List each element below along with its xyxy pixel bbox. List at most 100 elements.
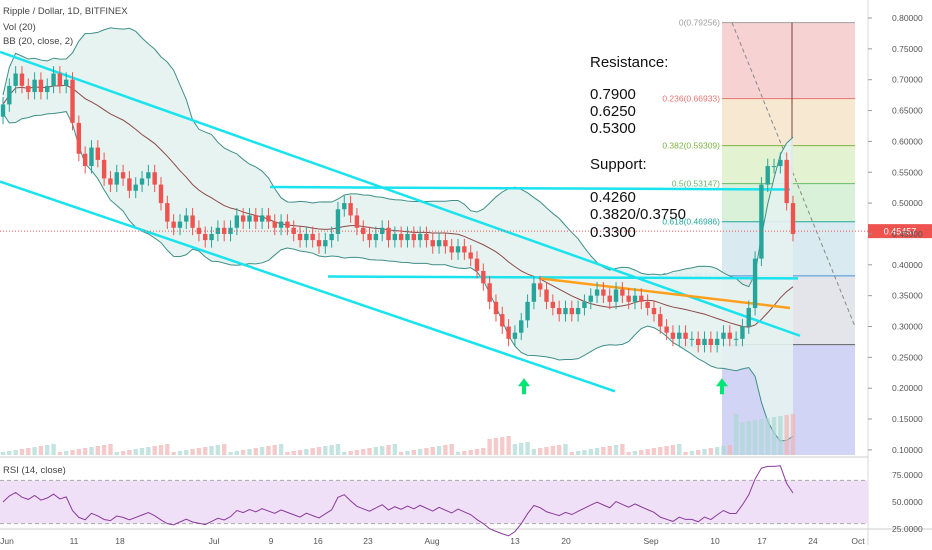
volume-bar — [209, 446, 214, 455]
candle-body — [538, 283, 543, 290]
candle-body — [487, 283, 492, 302]
volume-bar — [771, 417, 777, 455]
volume-bar — [563, 444, 568, 455]
y-tick-label: 0.30000 — [892, 322, 923, 332]
volume-bar — [380, 446, 385, 455]
candle-body — [740, 326, 745, 339]
candle-body — [436, 240, 442, 247]
volume-bar — [746, 421, 751, 455]
candle-body — [101, 159, 107, 179]
fib-level-label: 0.382(0.59309) — [662, 141, 720, 151]
resistance-title: Resistance: — [590, 54, 669, 71]
volume-bar — [417, 449, 423, 455]
candle-body — [689, 338, 695, 340]
volume-bar — [234, 451, 240, 455]
volume-bar — [57, 452, 63, 455]
volume-bar — [594, 448, 600, 455]
volume-bar — [538, 448, 543, 455]
volume-bar — [158, 445, 164, 455]
channel-upper-line — [0, 50, 801, 337]
candle-body — [146, 172, 151, 179]
volume-bar — [259, 447, 265, 455]
volume-legend[interactable]: Vol (20) — [3, 22, 36, 33]
candle-body — [677, 332, 682, 339]
candle-body — [512, 332, 518, 339]
support-2: 0.3820/0.3750 — [590, 206, 686, 223]
candle-body — [613, 289, 619, 302]
volume-bar — [76, 449, 82, 455]
volume-bar — [645, 449, 650, 455]
volume-bar — [19, 449, 25, 455]
x-tick-label: 20 — [561, 536, 571, 546]
volume-bar — [114, 452, 119, 455]
volume-bar — [784, 415, 789, 455]
volume-bar — [702, 449, 707, 455]
volume-bar — [677, 444, 682, 455]
candle-body — [0, 104, 6, 117]
volume-bar — [228, 452, 233, 455]
candle-body — [727, 332, 732, 339]
candle-body — [708, 338, 714, 346]
candle-body — [455, 246, 461, 253]
volume-bar — [177, 451, 183, 455]
volume-bar — [430, 447, 435, 455]
y-tick-label: 0.20000 — [892, 383, 923, 393]
candle-body — [569, 307, 574, 315]
volume-bar — [146, 447, 151, 455]
support-3: 0.3300 — [590, 224, 636, 241]
candle-body — [310, 233, 315, 241]
candle-body — [348, 203, 353, 216]
candle-body — [411, 233, 416, 241]
candle-body — [714, 338, 720, 346]
candle-body — [234, 215, 240, 228]
candle-body — [601, 289, 606, 296]
candle-body — [594, 289, 600, 296]
channel-lower-line — [0, 180, 616, 393]
candle-body — [778, 159, 783, 167]
rsi-pane: 75.0000 50.0000 25.0000 — [0, 465, 923, 537]
volume-bar — [45, 445, 50, 455]
candle-body — [120, 172, 126, 179]
rsi-legend[interactable]: RSI (14, close) — [3, 465, 66, 476]
volume-bar — [664, 446, 669, 455]
y-tick-label: 0.75000 — [892, 44, 923, 54]
y-tick-label: 0.15000 — [892, 414, 923, 424]
candle-body — [493, 301, 499, 315]
bb-basis — [2, 84, 794, 328]
candle-body — [481, 270, 486, 284]
volume-bar — [519, 443, 524, 455]
volume-bar — [310, 448, 315, 455]
volume-bar — [651, 448, 657, 455]
volume-bar — [247, 449, 252, 455]
candle-body — [651, 307, 657, 315]
x-tick-label: Sep — [643, 536, 658, 546]
volume-bar — [361, 449, 366, 455]
x-tick-label: Oct — [851, 536, 865, 546]
volume-bar — [588, 449, 593, 455]
volume-bar — [82, 448, 88, 455]
volume-bar — [474, 449, 480, 455]
symbol-legend[interactable]: Ripple / Dollar, 1D, BITFINEX — [3, 6, 128, 17]
candle-body — [386, 227, 391, 241]
candle-body — [626, 295, 631, 302]
candle-body — [215, 227, 221, 234]
volume-bar — [266, 446, 271, 455]
y-tick-label: 0.25000 — [892, 352, 923, 362]
candle-body — [752, 258, 758, 308]
candle-body — [70, 79, 75, 123]
bb-legend[interactable]: BB (20, close, 2) — [3, 36, 74, 47]
volume-bar — [285, 452, 290, 455]
candle-body — [588, 295, 593, 302]
y-tick-label: 0.55000 — [892, 167, 923, 177]
volume-bar — [670, 445, 676, 455]
volume-bar — [525, 442, 530, 455]
candle-body — [203, 233, 208, 241]
volume-bar — [500, 437, 505, 455]
volume-bar — [765, 418, 770, 455]
up-arrow-icon — [716, 378, 728, 395]
rsi-line — [2, 465, 794, 537]
candle-body — [449, 246, 454, 253]
candle-body — [64, 79, 69, 86]
volume-bar — [714, 447, 720, 455]
